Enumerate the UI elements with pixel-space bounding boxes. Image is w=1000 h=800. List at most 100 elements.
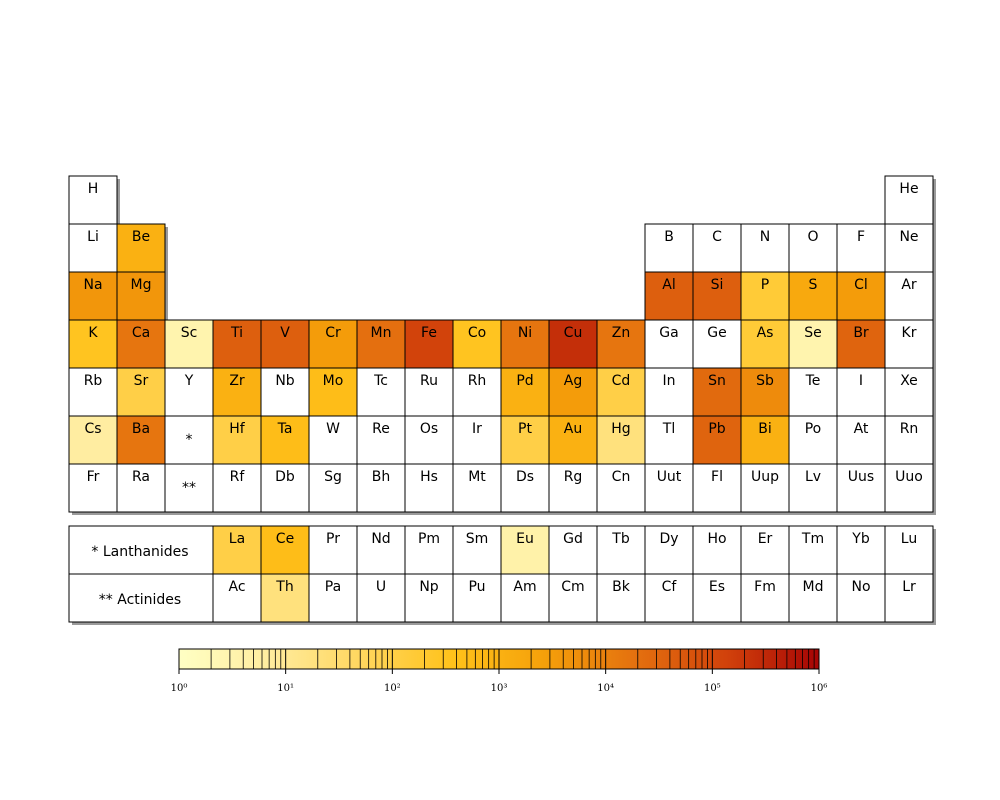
element-ce-box: [260, 525, 310, 575]
element-co: Co: [452, 319, 502, 369]
element-sr-box: [116, 367, 166, 417]
element-er-box: [740, 525, 790, 575]
element-tm: Tm: [788, 525, 838, 575]
element-w-box: [308, 415, 358, 465]
element-n: N: [740, 223, 790, 273]
element-eu: Eu: [500, 525, 550, 575]
element-o-symbol: O: [807, 229, 818, 245]
element-kr: Kr: [884, 319, 934, 369]
element-f-symbol: F: [857, 229, 865, 245]
element-po-symbol: Po: [805, 421, 822, 437]
element-p: P: [740, 271, 790, 321]
element-dy-symbol: Dy: [659, 531, 678, 547]
element-cf-symbol: Cf: [662, 579, 678, 595]
element-uus-box: [836, 463, 886, 513]
element-cn: Cn: [596, 463, 646, 513]
element-cf-box: [644, 573, 694, 623]
element-cd-symbol: Cd: [612, 373, 631, 389]
element-pu-symbol: Pu: [468, 579, 485, 595]
element-fm-symbol: Fm: [754, 579, 776, 595]
element-fr: Fr: [68, 463, 118, 513]
element-uut-symbol: Uut: [657, 469, 682, 485]
element-ta-box: [260, 415, 310, 465]
element-au-box: [548, 415, 598, 465]
element-u-symbol: U: [376, 579, 386, 595]
element-db-symbol: Db: [275, 469, 295, 485]
element-ir: Ir: [452, 415, 502, 465]
element-cr-box: [308, 319, 358, 369]
element-er-symbol: Er: [758, 531, 773, 547]
element-bh-box: [356, 463, 406, 513]
element-u: U: [356, 573, 406, 623]
element-pd: Pd: [500, 367, 550, 417]
element-te-symbol: Te: [805, 373, 821, 389]
element-si: Si: [692, 271, 742, 321]
element-gd-symbol: Gd: [563, 531, 583, 547]
element-yb-box: [836, 525, 886, 575]
element-i: I: [836, 367, 886, 417]
element-nb-symbol: Nb: [275, 373, 294, 389]
element-no-symbol: No: [851, 579, 870, 595]
element-bk-box: [596, 573, 646, 623]
element-cn-symbol: Cn: [612, 469, 631, 485]
element-at: At: [836, 415, 886, 465]
colorbar-tick-label: 10¹: [277, 683, 294, 694]
element-po-box: [788, 415, 838, 465]
element-uup-symbol: Uup: [751, 469, 779, 485]
element-lv-symbol: Lv: [805, 469, 821, 485]
element-fm: Fm: [740, 573, 790, 623]
element-ir-box: [452, 415, 502, 465]
element-rh: Rh: [452, 367, 502, 417]
element-ta: Ta: [260, 415, 310, 465]
element-es: Es: [692, 573, 742, 623]
element-lr-box: [884, 573, 934, 623]
element-s-symbol: S: [809, 277, 818, 293]
element-sm: Sm: [452, 525, 502, 575]
element-nd-box: [356, 525, 406, 575]
element-hf-symbol: Hf: [229, 421, 246, 437]
element-ag-symbol: Ag: [564, 373, 582, 389]
element-tb: Tb: [596, 525, 646, 575]
element-al-symbol: Al: [662, 277, 675, 293]
placeholder-star: *: [164, 415, 214, 465]
colorbar-tick-label: 10⁶: [811, 683, 828, 694]
element-uus-symbol: Uus: [848, 469, 874, 485]
element-h: H: [68, 175, 118, 225]
element-pd-box: [500, 367, 550, 417]
element-zn: Zn: [596, 319, 646, 369]
element-lv: Lv: [788, 463, 838, 513]
element-ds: Ds: [500, 463, 550, 513]
actinides-label: ** Actinides: [99, 592, 181, 608]
element-xe-box: [884, 367, 934, 417]
element-ac: Ac: [212, 573, 262, 623]
element-pa: Pa: [308, 573, 358, 623]
element-pr-symbol: Pr: [326, 531, 340, 547]
element-hf: Hf: [212, 415, 262, 465]
element-pa-box: [308, 573, 358, 623]
element-s: S: [788, 271, 838, 321]
element-se-symbol: Se: [804, 325, 822, 341]
element-h-symbol: H: [88, 181, 99, 197]
element-bi-symbol: Bi: [758, 421, 772, 437]
element-rg-symbol: Rg: [564, 469, 583, 485]
element-in-symbol: In: [662, 373, 675, 389]
element-cl-box: [836, 271, 886, 321]
element-cu-box: [548, 319, 598, 369]
element-na-box: [68, 271, 118, 321]
element-sg-symbol: Sg: [324, 469, 342, 485]
series-labels: * Lanthanides ** Actinides: [91, 544, 188, 608]
element-hg-symbol: Hg: [611, 421, 630, 437]
element-i-box: [836, 367, 886, 417]
element-o-box: [788, 223, 838, 273]
element-nd: Nd: [356, 525, 406, 575]
element-ga-symbol: Ga: [659, 325, 678, 341]
element-sc: Sc: [164, 319, 214, 369]
element-be-symbol: Be: [132, 229, 150, 245]
element-at-symbol: At: [854, 421, 869, 437]
element-er: Er: [740, 525, 790, 575]
element-si-box: [692, 271, 742, 321]
element-nb-box: [260, 367, 310, 417]
colorbar-tick-label: 10⁰: [171, 683, 188, 694]
element-rf-box: [212, 463, 262, 513]
